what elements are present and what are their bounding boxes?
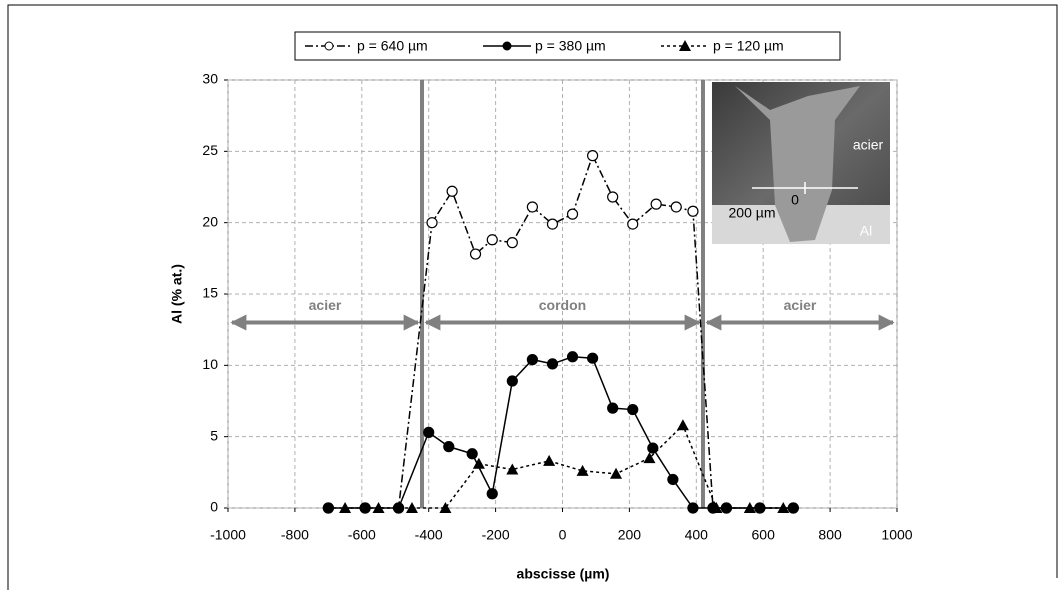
x-tick-label: -600	[348, 527, 376, 543]
inset-label: 0	[791, 192, 799, 208]
marker	[466, 448, 478, 460]
marker	[670, 201, 682, 213]
marker	[372, 502, 385, 513]
marker	[405, 502, 418, 513]
marker	[506, 375, 518, 387]
x-tick-label: 800	[818, 527, 842, 543]
marker	[647, 442, 659, 454]
marker	[743, 502, 756, 513]
marker	[546, 358, 559, 370]
series-line	[345, 423, 784, 509]
marker	[787, 502, 799, 514]
x-axis-label: abscisse (µm)	[517, 566, 610, 582]
marker	[526, 201, 538, 213]
legend-marker	[324, 41, 334, 51]
marker	[607, 191, 619, 203]
inset-photo: acier 200 µm 0 Al	[712, 82, 890, 244]
inset-label: 200 µm	[729, 205, 776, 221]
marker	[506, 463, 519, 475]
marker	[423, 426, 435, 438]
y-axis-label: Al (% at.)	[169, 264, 185, 324]
marker	[443, 441, 455, 453]
y-tick-label: 5	[210, 427, 218, 443]
marker	[643, 452, 656, 464]
marker	[667, 473, 679, 486]
region-label: cordon	[539, 297, 586, 313]
marker	[543, 454, 556, 466]
marker	[710, 502, 723, 513]
marker	[627, 218, 639, 230]
legend	[294, 31, 841, 61]
marker	[472, 457, 485, 469]
inset-cordon	[735, 86, 860, 242]
legend-marker	[502, 41, 512, 51]
inset-label: Al	[860, 223, 872, 239]
marker	[506, 237, 518, 249]
inset-label: acier	[853, 137, 884, 153]
frame	[7, 4, 1058, 590]
legend-label: p = 640 µm	[357, 38, 428, 54]
x-tick-label: 400	[685, 527, 709, 543]
marker	[587, 150, 599, 162]
marker	[650, 198, 662, 210]
marker	[546, 218, 559, 230]
marker	[627, 403, 639, 416]
y-tick-label: 20	[202, 213, 218, 229]
marker	[676, 419, 689, 431]
marker	[486, 488, 498, 500]
marker	[687, 205, 699, 217]
marker	[610, 467, 623, 479]
marker	[339, 502, 352, 513]
y-tick-label: 15	[202, 285, 218, 301]
marker	[469, 248, 482, 260]
legend-marker	[679, 40, 691, 51]
marker	[576, 464, 589, 476]
marker	[439, 502, 452, 513]
y-tick-label: 25	[202, 142, 218, 158]
legend-label: p = 120 µm	[713, 38, 784, 54]
marker	[526, 354, 538, 366]
x-tick-label: -200	[482, 527, 510, 543]
region-label: acier	[309, 297, 342, 313]
legend-label: p = 380 µm	[535, 38, 606, 54]
marker	[607, 402, 619, 414]
region-label: acier	[784, 297, 817, 313]
marker	[322, 502, 334, 514]
x-tick-label: 600	[752, 527, 776, 543]
marker	[587, 352, 599, 364]
x-tick-label: -1000	[210, 527, 246, 543]
marker	[446, 185, 458, 197]
marker	[426, 217, 438, 229]
marker	[566, 351, 579, 363]
y-tick-label: 10	[202, 356, 218, 372]
y-tick-label: 30	[202, 71, 218, 87]
x-tick-label: 0	[559, 527, 567, 543]
x-tick-label: -400	[415, 527, 443, 543]
marker	[486, 234, 498, 246]
marker	[777, 502, 790, 513]
x-tick-label: 1000	[881, 527, 912, 543]
y-tick-label: 0	[210, 499, 218, 515]
x-tick-label: -800	[281, 527, 309, 543]
marker	[566, 208, 579, 220]
marker	[687, 502, 699, 514]
x-tick-label: 200	[618, 527, 642, 543]
